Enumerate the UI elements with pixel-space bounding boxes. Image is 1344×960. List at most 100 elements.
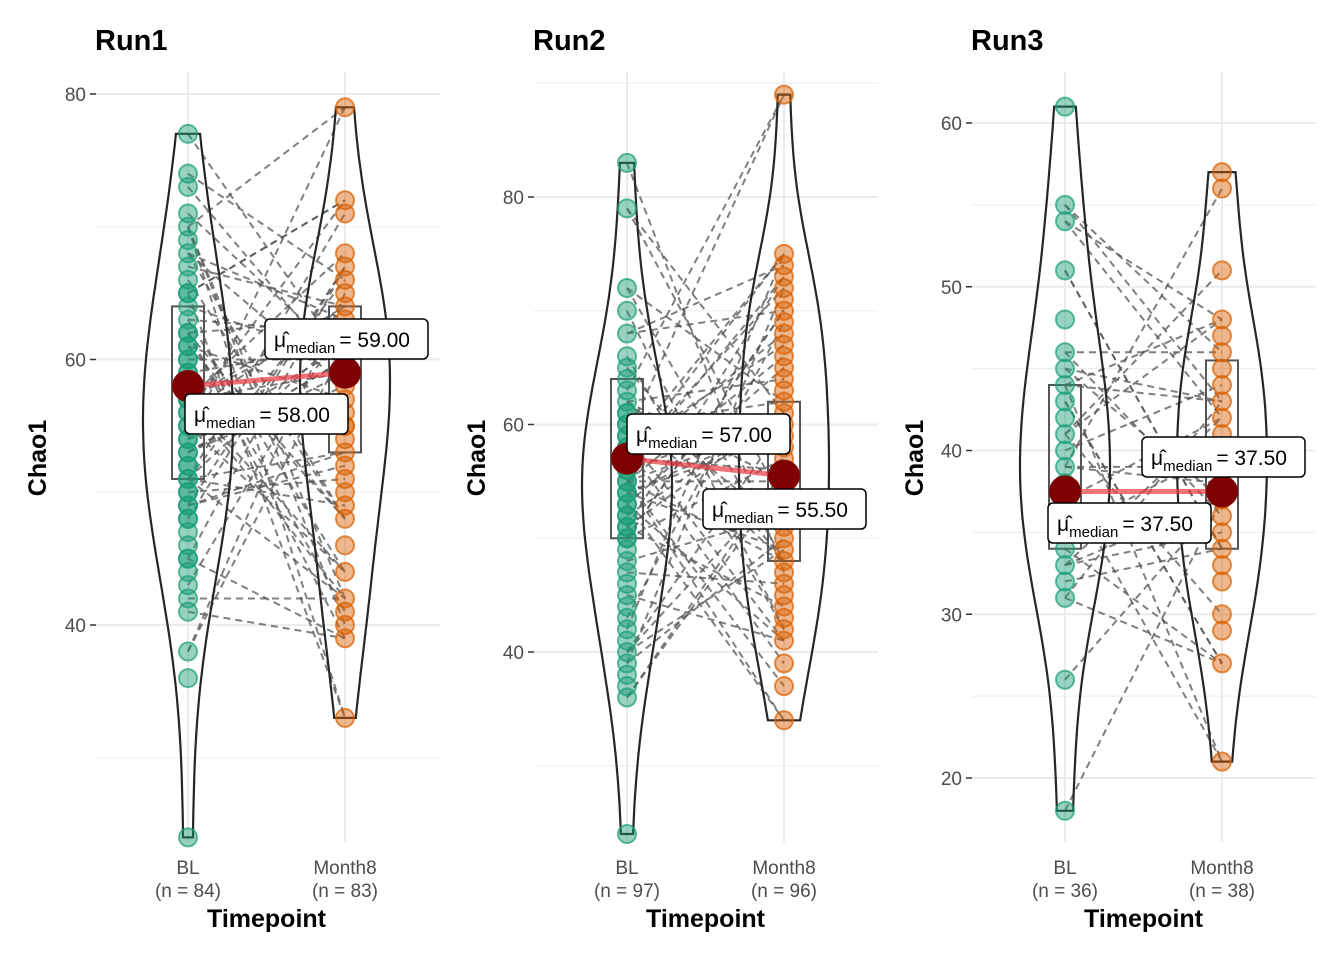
data-point bbox=[1212, 653, 1232, 674]
data-point bbox=[1055, 407, 1075, 428]
data-point bbox=[1055, 587, 1075, 608]
panel-title: Run3 bbox=[971, 25, 1044, 57]
panel-title: Run2 bbox=[533, 25, 606, 57]
median-symbol: μ̂ bbox=[1151, 447, 1167, 470]
paired-line bbox=[1064, 384, 1223, 763]
x-tick-label: BL bbox=[1053, 858, 1076, 879]
data-point bbox=[1212, 538, 1232, 559]
x-group-n-label: (n = 97) bbox=[594, 881, 660, 902]
median-subscript: median bbox=[286, 340, 335, 357]
paired-line bbox=[1064, 367, 1223, 403]
paired-line bbox=[187, 610, 346, 640]
median-point bbox=[329, 356, 361, 389]
median-subscript: median bbox=[648, 435, 697, 452]
paired-line bbox=[626, 332, 785, 460]
paired-line bbox=[626, 287, 785, 664]
median-label-box bbox=[184, 393, 349, 435]
y-tick-label: 20 bbox=[941, 769, 962, 790]
box-iqr bbox=[1048, 384, 1082, 550]
data-point bbox=[617, 824, 637, 844]
median-value: = 57.00 bbox=[701, 424, 772, 447]
data-point bbox=[1055, 342, 1075, 363]
paired-line bbox=[187, 226, 346, 719]
x-tick-label: BL bbox=[176, 858, 199, 879]
paired-line bbox=[187, 266, 346, 560]
paired-line bbox=[1064, 188, 1223, 468]
y-tick-label: 40 bbox=[65, 616, 86, 637]
paired-line bbox=[1064, 220, 1223, 419]
paired-line bbox=[187, 345, 346, 401]
violin-outline bbox=[580, 161, 674, 836]
paired-line bbox=[187, 265, 346, 308]
data-point bbox=[1055, 375, 1075, 395]
data-point bbox=[1212, 309, 1232, 330]
paired-line bbox=[187, 199, 346, 294]
data-point bbox=[178, 827, 198, 848]
data-point bbox=[1212, 358, 1232, 379]
paired-line bbox=[187, 464, 346, 507]
paired-line bbox=[187, 319, 346, 586]
x-axis-label: Timepoint bbox=[646, 905, 766, 933]
x-tick-label: Month8 bbox=[313, 858, 376, 879]
data-point bbox=[1055, 800, 1075, 821]
paired-line bbox=[1064, 547, 1223, 665]
paired-line bbox=[187, 319, 346, 573]
x-axis-label: Timepoint bbox=[207, 905, 327, 933]
panel-run3: 20 30 40 50 60 Run3 Chao1 Timepoint BL(n = 36) Mo… bbox=[901, 25, 1316, 933]
paired-line bbox=[626, 94, 785, 437]
median-symbol: μ̂ bbox=[636, 424, 652, 447]
paired-line bbox=[187, 252, 346, 321]
data-point bbox=[1212, 751, 1232, 772]
paired-line bbox=[187, 252, 346, 520]
median-value: = 55.50 bbox=[777, 499, 848, 522]
data-point bbox=[1212, 178, 1232, 199]
y-tick-label: 30 bbox=[941, 605, 962, 626]
median-subscript: median bbox=[1069, 524, 1118, 541]
data-point bbox=[617, 687, 637, 708]
median-label-text: μ̂median = 37.50 bbox=[1057, 513, 1193, 541]
paired-line bbox=[626, 344, 785, 449]
violin-outline bbox=[1175, 171, 1269, 763]
data-point bbox=[617, 300, 637, 321]
paired-line bbox=[1064, 400, 1223, 599]
paired-line bbox=[187, 226, 346, 599]
y-tick-label: 40 bbox=[941, 442, 962, 463]
paired-line bbox=[626, 491, 785, 551]
y-tick-label: 80 bbox=[65, 85, 86, 106]
median-point bbox=[768, 459, 800, 492]
paired-line bbox=[187, 106, 346, 228]
median-subscript: median bbox=[206, 415, 255, 432]
paired-line bbox=[187, 266, 346, 520]
median-subscript: median bbox=[1163, 458, 1212, 475]
violin-outline bbox=[1018, 105, 1112, 812]
y-axis-label: Chao1 bbox=[901, 420, 929, 497]
paired-line bbox=[626, 525, 785, 608]
data-point bbox=[335, 508, 355, 529]
panel-run1: 40 60 80 Run1 Chao1 Timepoint BL(n = 84) Month8… bbox=[24, 25, 440, 933]
paired-line bbox=[187, 345, 346, 520]
paired-line bbox=[1064, 318, 1223, 435]
median-label-box bbox=[702, 488, 867, 530]
x-group-n-label: (n = 83) bbox=[312, 881, 378, 902]
median-point bbox=[1206, 475, 1238, 508]
median-label-box bbox=[1047, 502, 1212, 544]
paired-line bbox=[1064, 498, 1223, 681]
data-point bbox=[1212, 342, 1232, 363]
data-point bbox=[1055, 440, 1075, 461]
median-label-box bbox=[264, 318, 429, 360]
paired-line bbox=[187, 477, 346, 494]
data-point bbox=[1055, 96, 1075, 117]
x-group-n-label: (n = 96) bbox=[751, 881, 817, 902]
data-point bbox=[335, 561, 355, 582]
median-label-text: μ̂median = 37.50 bbox=[1151, 447, 1287, 475]
data-point bbox=[774, 653, 794, 674]
x-tick-label: Month8 bbox=[1190, 858, 1253, 879]
paired-line bbox=[626, 548, 785, 653]
data-point bbox=[1212, 391, 1232, 412]
data-point bbox=[774, 84, 794, 105]
data-point bbox=[774, 710, 794, 731]
y-axis-label: Chao1 bbox=[24, 420, 52, 497]
paired-line bbox=[187, 186, 346, 374]
panel-run2: 40 60 80 Run2 Chao1 Timepoint BL(n = 97) Month8… bbox=[463, 25, 878, 933]
